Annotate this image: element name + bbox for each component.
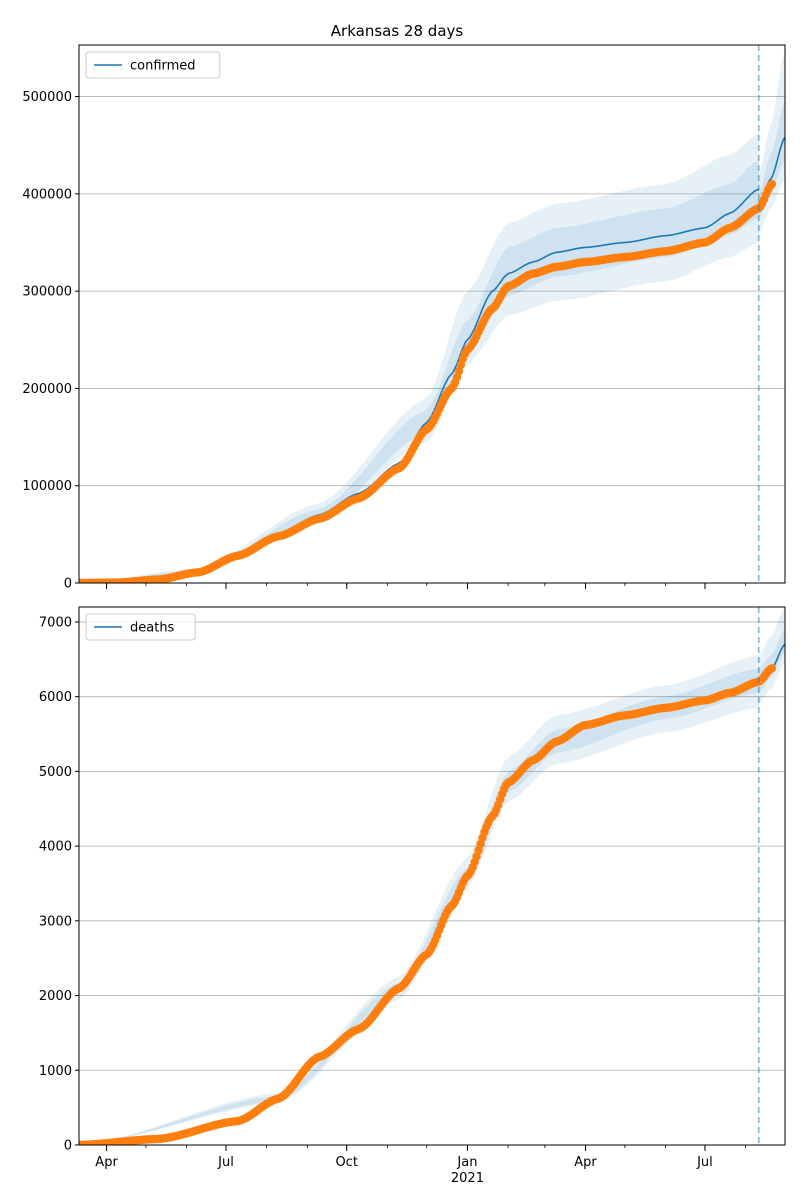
plot-area: [79, 49, 785, 583]
x-tick-label: Oct: [335, 1155, 357, 1170]
confirmed-panel: 0 100000 200000 300000 400000 500000 confirmed: [22, 44, 786, 592]
observed-point: [767, 179, 777, 189]
y-tick-label: 2000: [39, 989, 72, 1004]
legend-box: [85, 51, 221, 79]
uncertainty-band-outer: [79, 133, 759, 583]
x-tick-label: Jul: [696, 1155, 713, 1170]
legend-box: [85, 613, 196, 641]
x-tick-label: Jan: [456, 1155, 477, 1170]
observed-point: [454, 366, 464, 376]
y-tick-label: 300000: [22, 285, 72, 300]
y-tick-label: 0: [64, 1139, 72, 1154]
y-tick-label: 0: [64, 577, 72, 592]
chart-title: Arkansas 28 days: [331, 22, 464, 40]
plot-area: [79, 607, 785, 1145]
x-tick-label: Apr: [574, 1155, 597, 1170]
y-tick-label: 400000: [22, 187, 72, 202]
legend-label: confirmed: [130, 59, 196, 74]
y-tick-label: 5000: [39, 765, 72, 780]
y-tick-label: 200000: [22, 382, 72, 397]
y-tick-label: 7000: [39, 615, 72, 630]
x-year-label: 2021: [451, 1171, 484, 1186]
axes-frame: [78, 44, 786, 584]
deaths-panel: 0 1000 2000 3000 4000 5000 6000 7000 Apr Jul Oct Ja…: [39, 606, 786, 1186]
y-tick-label: 1000: [39, 1064, 72, 1079]
axes-frame: [78, 606, 786, 1146]
y-tick-label: 4000: [39, 840, 72, 855]
legend-label: deaths: [130, 621, 175, 636]
observed-point: [767, 664, 777, 673]
y-tick-label: 3000: [39, 914, 72, 929]
y-tick-label: 6000: [39, 690, 72, 705]
x-tick-label: Apr: [95, 1155, 118, 1170]
x-tick-label: Jul: [217, 1155, 234, 1170]
y-tick-label: 100000: [22, 479, 72, 494]
y-tick-label: 500000: [22, 90, 72, 105]
